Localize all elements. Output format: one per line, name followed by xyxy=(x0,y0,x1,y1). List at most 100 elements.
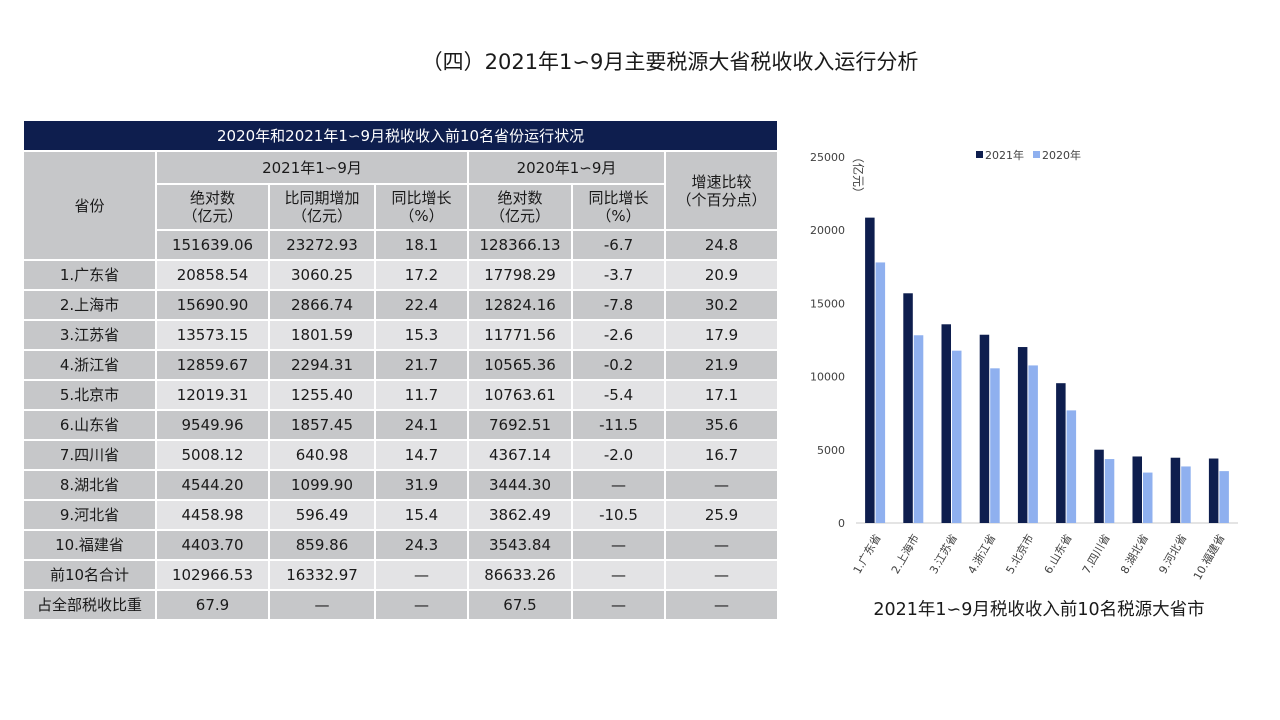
province-cell: 前10名合计 xyxy=(22,559,157,591)
table-cell: -11.5 xyxy=(571,409,666,441)
y-tick-label: 15000 xyxy=(810,297,845,310)
header-province: 省份 xyxy=(22,150,157,261)
table-cell: 13573.15 xyxy=(155,319,270,351)
table-cell: 20858.54 xyxy=(155,259,270,291)
table-cell: 4544.20 xyxy=(155,469,270,501)
x-category-label: 8.湖北省 xyxy=(1118,532,1151,576)
table-cell: 1801.59 xyxy=(268,319,376,351)
x-category-label: 6.山东省 xyxy=(1042,532,1075,576)
table-cell: 23272.93 xyxy=(268,229,376,261)
table-cell: 12824.16 xyxy=(467,289,573,321)
table-cell: — xyxy=(663,589,780,621)
table-cell: 16332.97 xyxy=(268,559,376,591)
table-cell: 86633.26 xyxy=(467,559,573,591)
table-row: 10.福建省 4403.70 859.86 24.3 3543.84— — xyxy=(22,529,780,561)
table-cell: 22.4 xyxy=(374,289,469,321)
y-tick-label: 10000 xyxy=(810,371,845,384)
bar-2020 xyxy=(1143,472,1153,523)
header-group-2020: 2020年1∽9月 xyxy=(467,150,666,185)
table-row: 6.山东省 9549.96 1857.45 24.1 7692.51 -11.5 35.6 xyxy=(22,409,780,441)
chart-title: 2021年1∽9月税收收入前10名税源大省市 xyxy=(873,600,1205,620)
table-row: 8.湖北省 4544.20 1099.90 31.9 3444.30— — xyxy=(22,469,780,501)
table-cell: 4458.98 xyxy=(155,499,270,531)
bar-2020 xyxy=(952,350,962,523)
table-cell: -2.6 xyxy=(571,319,666,351)
province-cell: 7.四川省 xyxy=(22,439,157,471)
table-cell: 14.7 xyxy=(374,439,469,471)
province-cell: 5.北京市 xyxy=(22,379,157,411)
table-cell: -2.0 xyxy=(571,439,666,471)
bar-2020 xyxy=(1104,459,1115,523)
table-cell: 859.86 xyxy=(268,529,376,561)
table-cell: — xyxy=(374,559,469,591)
table-cell: -3.7 xyxy=(571,259,666,291)
table-row: 1.广东省 20858.54 3060.25 17.2 17798.29 -3.7 20.9 xyxy=(22,259,780,291)
table-cell: 24.3 xyxy=(374,529,469,561)
bar-2021 xyxy=(941,324,951,523)
table-row: 前10名合计 102966.53 16332.97—86633.26— — xyxy=(22,559,780,591)
table-cell: -0.2 xyxy=(571,349,666,381)
table-cell: 67.5 xyxy=(467,589,573,621)
legend-swatch-2021 xyxy=(976,151,983,158)
y-tick-label: 5000 xyxy=(817,444,845,457)
table-cell: 11771.56 xyxy=(467,319,573,351)
table-cell: 1255.40 xyxy=(268,379,376,411)
header-yoy-2020: 同比增长 （%） xyxy=(571,183,666,231)
bar-2020 xyxy=(990,368,1000,523)
table-cell: 4367.14 xyxy=(467,439,573,471)
table-cell: 15.4 xyxy=(374,499,469,531)
x-category-label: 1.广东省 xyxy=(851,532,884,576)
table-cell: — xyxy=(571,469,666,501)
table-cell: -5.4 xyxy=(571,379,666,411)
y-tick-label: 0 xyxy=(838,517,845,530)
x-category-label: 3.江苏省 xyxy=(927,532,960,576)
table-cell: — xyxy=(663,469,780,501)
table-row: 占全部税收比重 67.9— —67.5— — xyxy=(22,589,780,621)
table-row: 3.江苏省 13573.15 1801.59 15.3 11771.56 -2.6 17.9 xyxy=(22,319,780,351)
table-cell: 17.9 xyxy=(663,319,780,351)
table-cell: — xyxy=(571,589,666,621)
x-category-label: 4.浙江省 xyxy=(965,532,998,576)
header-increase-2021: 比同期增加 （亿元） xyxy=(268,183,376,231)
table-cell: 2866.74 xyxy=(268,289,376,321)
table-cell: 7692.51 xyxy=(467,409,573,441)
bar-2021 xyxy=(1208,458,1219,523)
y-tick-label: 20000 xyxy=(810,224,845,237)
bar-2021 xyxy=(1132,456,1142,523)
table-cell: — xyxy=(571,559,666,591)
bar-2021 xyxy=(903,293,913,523)
table-row: 5.北京市 12019.31 1255.40 11.7 10763.61 -5.4 17.1 xyxy=(22,379,780,411)
table-cell: 15.3 xyxy=(374,319,469,351)
table-cell: 10565.36 xyxy=(467,349,573,381)
table-cell: 20.9 xyxy=(663,259,780,291)
tax-table-container: 2020年和2021年1∽9月税收收入前10名省份运行状况 省份 2021年1∽… xyxy=(21,119,780,621)
table-cell: 30.2 xyxy=(663,289,780,321)
table-cell: — xyxy=(571,529,666,561)
total-row: 151639.06 23272.93 18.1 128366.13 -6.7 2… xyxy=(23,229,780,261)
bar-2020 xyxy=(1066,410,1077,523)
table-cell: 12019.31 xyxy=(155,379,270,411)
tax-revenue-table: 2020年和2021年1∽9月税收收入前10名省份运行状况 省份 2021年1∽… xyxy=(21,119,780,621)
table-cell: 17.1 xyxy=(663,379,780,411)
table-cell: — xyxy=(268,589,376,621)
header-abs-2021: 绝对数 （亿元） xyxy=(155,183,270,231)
x-category-label: 10.福建省 xyxy=(1190,532,1227,583)
table-cell: 3862.49 xyxy=(467,499,573,531)
bar-2021 xyxy=(1170,457,1181,523)
table-cell: -10.5 xyxy=(571,499,666,531)
header-growth-compare: 增速比较 （个百分点） xyxy=(663,150,780,231)
page-title: （四）2021年1∽9月主要税源大省税收收入运行分析 xyxy=(421,50,919,74)
province-cell: 9.河北省 xyxy=(22,499,157,531)
header-group-2021: 2021年1∽9月 xyxy=(155,150,469,185)
x-category-label: 9.河北省 xyxy=(1156,532,1189,576)
table-cell: 3444.30 xyxy=(467,469,573,501)
table-cell: 21.7 xyxy=(374,349,469,381)
table-cell: 17798.29 xyxy=(467,259,573,291)
table-cell: 12859.67 xyxy=(155,349,270,381)
table-cell: 10763.61 xyxy=(467,379,573,411)
legend-swatch-2020 xyxy=(1033,151,1040,158)
table-cell: 9549.96 xyxy=(155,409,270,441)
table-cell: 21.9 xyxy=(663,349,780,381)
table-cell: 15690.90 xyxy=(155,289,270,321)
table-cell: 16.7 xyxy=(663,439,780,471)
